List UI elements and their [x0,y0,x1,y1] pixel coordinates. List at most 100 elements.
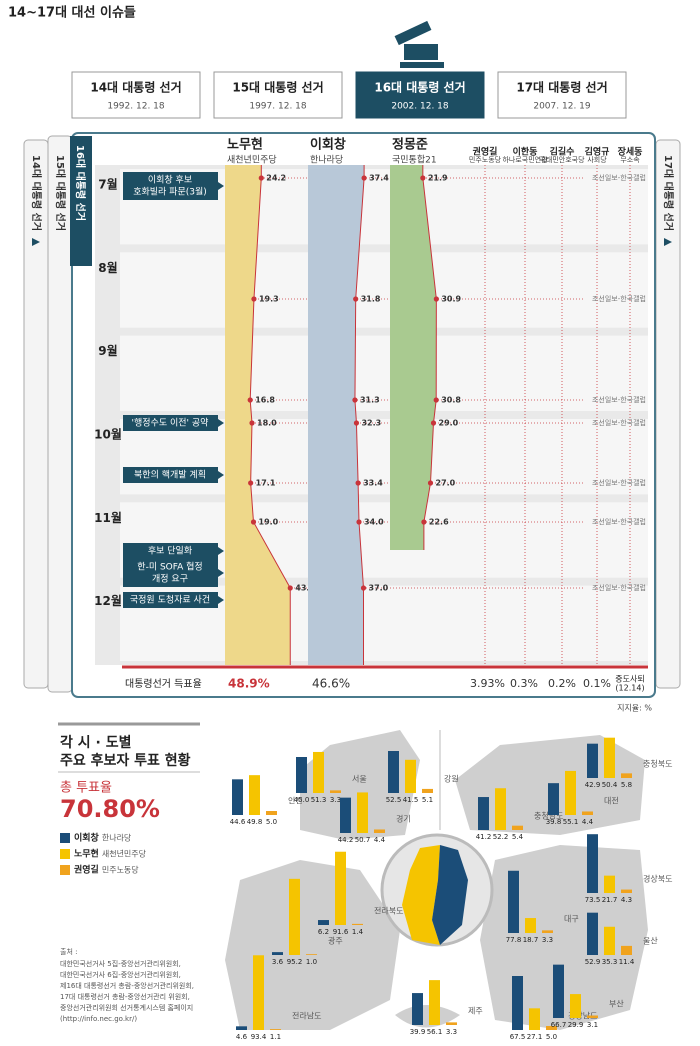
vote-value: 1.1 [270,1033,281,1041]
vote-bar [587,1015,598,1018]
side-tab-active [70,136,92,266]
poll-point [430,420,437,426]
vote-bar [621,945,632,955]
candidate-name: 이회창 [310,137,346,153]
vote-bar [512,825,523,830]
poll-source: 조선일보-한국갤럽 [592,517,646,526]
withdrawn-note: (12.14) [615,684,644,693]
month-label: 10월 [94,427,122,442]
legend-name: 노무현 [74,848,99,860]
candidate-name: 김길수 [550,146,575,158]
arrow [664,238,672,246]
candidate-name: 장세동 [618,146,643,158]
poll-point [360,585,367,591]
vote-value: 4.4 [374,836,386,844]
poll-source: 조선일보-한국갤럽 [592,478,646,487]
region-name: 울산 [643,936,658,946]
tab [71,71,201,119]
vote-value: 41.5 [403,796,419,804]
result-value: 48.9% [228,677,270,691]
vote-bar [313,751,324,793]
vote-bar [604,926,615,955]
candidate-area [390,165,437,550]
vote-value: 3.1 [587,1021,598,1029]
month-band [120,335,648,411]
region-name: 전라북도 [374,906,403,916]
vote-bar [272,952,283,955]
region-name: 제주 [468,1007,483,1016]
poll-value: 29.0 [439,419,459,428]
legend-swatch [60,865,70,875]
vote-value: 52.5 [386,796,402,804]
candidate-party: 국태민안호국당 [539,155,585,164]
region-name: 인천 [288,796,303,806]
poll-point [247,397,253,403]
vote-bar [249,775,260,815]
event-box [123,467,218,483]
vote-bar [352,923,363,925]
tab [355,71,485,119]
poll-value: 22.6 [429,518,449,527]
event-arrow [218,569,224,577]
poll-source: 조선일보-한국갤럽 [592,173,646,182]
vote-bar [604,875,615,893]
region-name: 경기 [396,814,411,824]
poll-point [361,175,367,181]
side-tab-label: 15대 대통령 선거 [54,155,67,231]
region-name: 전라남도 [292,1011,321,1021]
poll-value: 24.2 [266,174,286,183]
map-region [395,1005,460,1028]
poll-value: 19.3 [259,295,279,304]
event-box [123,559,218,587]
vote-value: 49.8 [247,818,263,826]
candidate-name: 김영규 [585,146,610,158]
candidate-party: 사회당 [587,155,607,164]
vote-value: 35.3 [602,958,618,966]
event-label: 개정 요구 [152,574,188,585]
vote-value: 67.5 [510,1033,526,1041]
poll-source: 조선일보-한국갤럽 [592,395,646,404]
candidate-party: 하나로국민연합 [502,155,548,164]
vote-bar [422,788,433,793]
poll-point [355,480,361,486]
poll-point [353,420,360,426]
vote-bar [253,955,264,1030]
turnout-label: 총 투표율 [60,781,112,796]
tab-name: 17대 대통령 선거 [516,80,607,95]
region-name: 충청남도 [534,812,563,821]
event-label: '행정수도 이전' 공약 [132,417,209,429]
side-tab-label: 17대 대통령 선거 [662,155,675,231]
vote-bar [330,790,341,793]
vote-bar [582,811,593,815]
vote-value: 5.1 [422,796,433,804]
vote-bar [318,920,329,925]
vote-bar [289,878,300,955]
poll-point [433,397,439,403]
poll-point [258,175,264,181]
center-map-west [402,845,440,945]
vote-value: 1.0 [306,958,317,966]
source-line: 17대 대통령선거 총람-중앙선거관리 위원회, [60,992,190,1001]
candidate-name: 노무현 [227,137,263,153]
vote-bar [525,918,536,933]
tab-date: 2002. 12. 18 [391,102,449,112]
vote-value: 3.6 [272,958,284,966]
event-arrow [218,182,224,190]
month-label: 12월 [94,593,122,608]
source-line: 제16대 대통령선거 총람-중앙선거관리위원회, [60,981,194,990]
legend-swatch [60,849,70,859]
vote-bar [546,1026,557,1030]
vote-value: 77.8 [506,936,522,944]
poll-source: 조선일보-한국갤럽 [592,583,646,592]
result-label: 대통령선거 득표율 [125,678,202,690]
vote-value: 44.2 [338,836,354,844]
vote-bar [587,834,598,893]
map-region [225,860,400,1030]
vote-value: 45.0 [294,796,310,804]
poll-point [248,480,254,486]
candidate-name: 이한동 [513,146,538,158]
candidate-area [308,165,365,665]
vote-value: 4.4 [582,818,594,826]
vote-value: 44.6 [230,818,246,826]
poll-value: 32.3 [361,419,381,428]
